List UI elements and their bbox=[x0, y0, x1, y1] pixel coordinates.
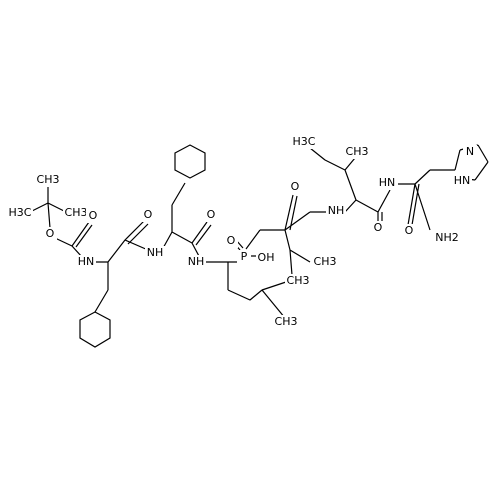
atom-label: CH3 bbox=[346, 145, 369, 158]
atom-label: OH bbox=[258, 251, 275, 264]
bonds bbox=[29, 144, 489, 348]
label-bg bbox=[273, 315, 299, 329]
label-bg bbox=[326, 204, 346, 218]
atom-label: P bbox=[241, 250, 248, 263]
atom-label: H3C bbox=[9, 206, 32, 219]
label-bg bbox=[288, 180, 302, 194]
label-bg bbox=[377, 176, 397, 190]
atom-label: NH2 bbox=[435, 231, 459, 244]
bond bbox=[29, 144, 489, 319]
atom-label: O bbox=[89, 209, 98, 222]
atom-label: CH3 bbox=[287, 274, 310, 287]
label-bg bbox=[434, 231, 460, 245]
atom-label: CH3 bbox=[65, 206, 88, 219]
label-bg bbox=[63, 206, 89, 220]
atom-label: O bbox=[405, 224, 414, 237]
atom-label: HN bbox=[379, 176, 396, 189]
label-bg bbox=[463, 145, 477, 159]
atom-label: H3C bbox=[293, 135, 316, 148]
label-bg bbox=[312, 255, 338, 269]
label-bg bbox=[371, 221, 385, 235]
label-bg bbox=[344, 145, 370, 159]
atom-label: HN bbox=[454, 174, 471, 187]
atom-label: NH bbox=[188, 255, 205, 268]
label-bg bbox=[7, 206, 33, 220]
atom-label: O bbox=[207, 208, 216, 221]
label-bg bbox=[141, 208, 155, 222]
label-bg bbox=[237, 250, 251, 264]
atom-label: O bbox=[227, 234, 236, 247]
label-bg bbox=[43, 227, 57, 241]
label-bg bbox=[224, 234, 238, 248]
atom-label: N bbox=[466, 145, 474, 158]
label-bg bbox=[452, 174, 472, 188]
atom-label: O bbox=[291, 180, 300, 193]
label-bg bbox=[204, 208, 218, 222]
label-bg bbox=[285, 274, 311, 288]
atom-label: HN bbox=[78, 255, 95, 268]
ring bbox=[79, 311, 111, 348]
atom-label: O bbox=[46, 227, 55, 240]
label-bg bbox=[86, 209, 100, 223]
phenyl-ring bbox=[79, 144, 206, 348]
label-bg bbox=[256, 251, 276, 265]
atom-label: NH bbox=[147, 246, 164, 259]
label-bg bbox=[291, 135, 317, 149]
atom-label: CH3 bbox=[314, 255, 337, 268]
label-bg bbox=[35, 173, 61, 187]
atom-label: O bbox=[144, 208, 153, 221]
atom-label: CH3 bbox=[37, 173, 60, 186]
label-bg bbox=[402, 224, 416, 238]
ring bbox=[174, 144, 206, 179]
label-bg bbox=[76, 255, 96, 269]
label-bg bbox=[145, 246, 165, 260]
atom-label: NH bbox=[328, 204, 345, 217]
atom-label: O bbox=[374, 221, 383, 234]
label-bg bbox=[186, 255, 206, 269]
atom-label: CH3 bbox=[275, 315, 298, 328]
